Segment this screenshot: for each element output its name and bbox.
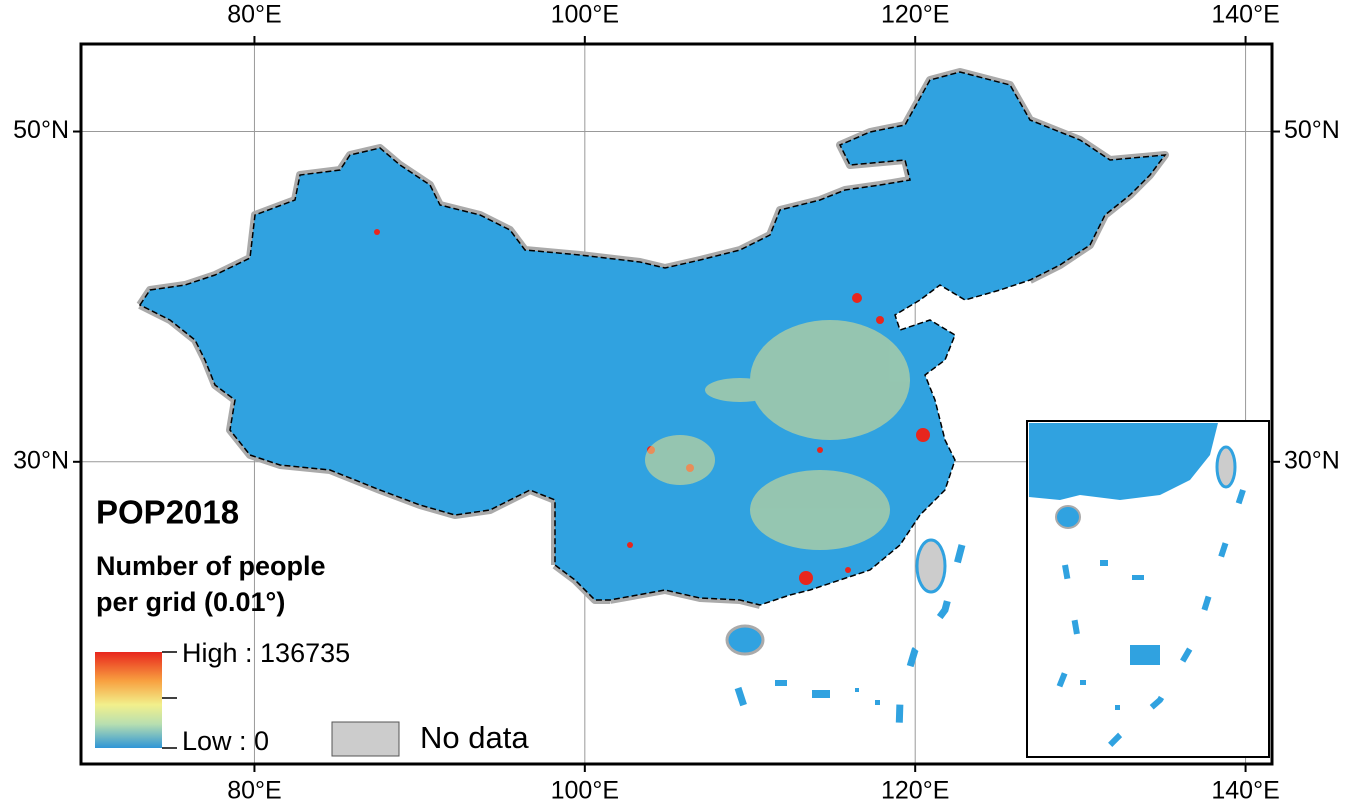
- lon-tick-label: 80°E: [227, 1, 281, 29]
- legend-no-data: No data: [420, 720, 529, 755]
- land: [136, 68, 1169, 764]
- lat-tick-label: 50°N: [13, 116, 69, 144]
- legend-subtitle: per grid (0.01°): [96, 587, 285, 617]
- inset-mainland: [1029, 423, 1218, 500]
- population-moderate: [645, 320, 910, 550]
- legend: POP2018 Number of people per grid (0.01°…: [95, 494, 529, 757]
- color-ramp: [95, 652, 162, 748]
- lon-tick-label: 100°E: [551, 1, 619, 29]
- legend-title: POP2018: [96, 494, 239, 531]
- lon-tick-label: 120°E: [881, 1, 949, 29]
- no-data-swatch: [331, 721, 400, 757]
- legend-high: High : 136735: [182, 638, 350, 668]
- lon-tick-label: 140°E: [1211, 777, 1279, 805]
- ramp-ticks: [162, 651, 177, 749]
- lat-tick-label: 30°N: [1284, 446, 1340, 474]
- map-frame: [79, 42, 1274, 766]
- lon-tick-label: 120°E: [881, 777, 949, 805]
- china: [138, 71, 1167, 606]
- inset-dash-line: [1047, 489, 1246, 758]
- lat-tick-label: 50°N: [1284, 116, 1340, 144]
- lon-tick-label: 140°E: [1211, 1, 1279, 29]
- hainan: [725, 624, 765, 656]
- islands: [775, 680, 880, 705]
- lat-tick-label: 30°N: [13, 446, 69, 474]
- graticule-labels: 80°E 80°E 100°E 100°E 120°E 120°E 140°E 140°E 50…: [13, 1, 1340, 805]
- legend-low: Low : 0: [182, 726, 269, 756]
- lon-tick-label: 100°E: [551, 777, 619, 805]
- legend-subtitle: Number of people: [96, 551, 326, 581]
- nine-dash-line: [734, 544, 966, 764]
- inset: [1026, 420, 1270, 758]
- taiwan: [915, 538, 947, 594]
- inset-taiwan: [1215, 445, 1237, 489]
- lon-tick-label: 80°E: [227, 777, 281, 805]
- inset-hainan: [1055, 505, 1081, 529]
